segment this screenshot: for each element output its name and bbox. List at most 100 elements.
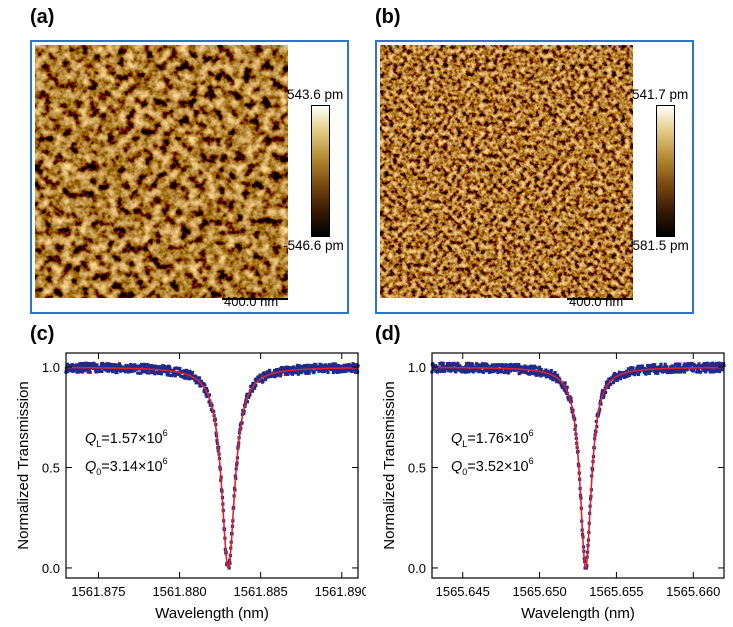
measured-point [166,373,170,377]
measured-point [279,372,283,377]
measured-point [538,365,542,369]
measured-point [507,363,511,367]
measured-point [495,365,499,369]
measured-point [445,362,450,366]
measured-point [163,365,167,369]
measured-point [638,370,642,374]
measured-point [325,368,329,372]
measured-point [716,364,720,368]
measured-point [76,370,81,374]
measured-point [706,368,711,372]
plot-area-d: 1565.645 1565.650 1565.655 1565.660 0.0 0.5 1.… [381,352,726,622]
afm-image-b [380,45,633,298]
measured-point [520,370,524,374]
measured-point [75,370,79,374]
measured-point [286,372,290,376]
measured-point [537,367,541,371]
measured-point [539,367,543,372]
measured-point [187,377,191,381]
measured-point [298,364,302,368]
measured-point [449,367,453,371]
measured-point [314,363,318,367]
measured-point [440,367,445,372]
measured-point [696,370,700,374]
measured-point [514,368,518,372]
measured-point [199,379,204,383]
measured-point [262,371,267,375]
measured-point [495,363,500,367]
q-annotation-d: QL=1.76×106 Q0=3.52×106 [451,428,534,477]
measured-point [248,393,252,397]
measured-point [265,370,270,374]
measured-point [619,371,623,375]
measured-point [563,381,567,385]
measured-point [152,369,156,373]
measured-point [86,370,90,374]
x-tick-label: 1561.885 [234,584,288,599]
measured-point [257,379,261,383]
measured-point [475,362,479,366]
panel-label-a: (a) [30,6,55,28]
measured-point [186,370,190,374]
measured-point [528,366,532,370]
measured-point [324,364,328,368]
measured-point [267,370,271,374]
measured-point [685,367,689,371]
measured-point [471,370,475,374]
measured-point [250,384,254,388]
measured-point [305,371,310,375]
measured-point [183,376,187,380]
measured-point [460,370,464,374]
measured-point [159,372,164,376]
y-tick-label: 1.0 [408,360,426,375]
q-factor-label: Q0=3.14×106 [85,456,168,477]
measured-point [679,370,683,374]
afm-image-a [35,45,288,298]
measured-point [617,376,621,380]
measured-point [299,371,303,375]
measured-point [143,370,147,374]
measured-point [84,361,88,365]
x-axis-label: Wavelength (nm) [521,605,635,622]
measured-point [655,366,659,370]
measured-point [613,378,617,382]
measured-point [142,365,147,369]
measured-point [490,363,495,367]
measured-point [611,381,616,385]
measured-point [509,362,513,367]
measured-point [691,369,696,373]
measured-point [716,369,720,373]
measured-point [157,365,162,369]
measured-point [555,373,560,377]
measured-point [92,361,96,365]
measured-point [549,368,553,373]
afm-panel-b: 400.0 nm 541.7 pm -581.5 pm [375,40,694,314]
measured-point [656,371,660,375]
measured-point [704,368,709,372]
measured-point [445,367,449,371]
measured-point [551,378,555,382]
measured-point [204,386,209,391]
axes-frame-d [431,352,725,579]
measured-point [177,372,182,376]
measured-point [513,363,518,367]
x-tick-label: 1561.890 [315,584,366,599]
q-annotation-c: QL=1.57×106 Q0=3.14×106 [85,428,168,477]
measured-point [603,390,608,395]
panel-label-b: (b) [375,6,401,28]
measured-point [670,364,674,368]
measured-point [306,369,310,373]
measured-point [168,366,172,370]
x-tick-label: 1565.660 [666,584,720,599]
measured-point [101,361,105,366]
measured-point [306,363,310,367]
measured-point [109,362,113,367]
measured-point [608,382,613,386]
y-tick-label: 0.0 [42,561,60,576]
measured-point [647,371,651,375]
measured-point [629,366,633,370]
measured-point [495,368,499,373]
measured-point [182,370,187,374]
measured-point [624,374,628,378]
measured-point [504,365,508,369]
